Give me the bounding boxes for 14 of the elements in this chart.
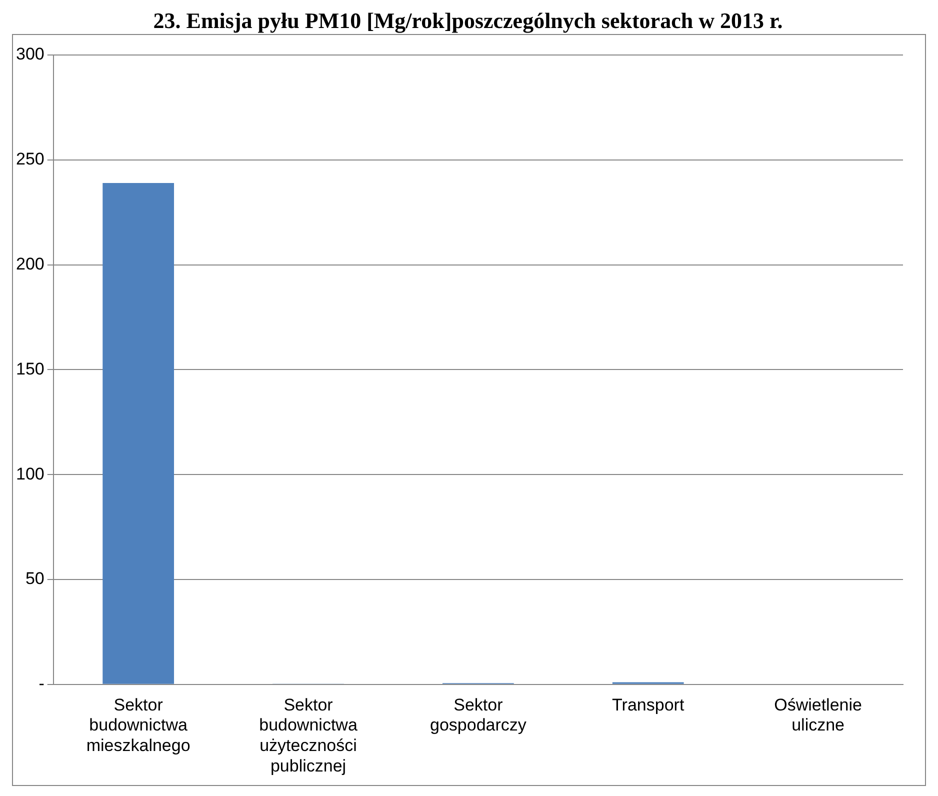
y-tick-label: - (38, 674, 44, 694)
x-tick-label: Transport (612, 695, 684, 714)
x-tick-label: Oświetlenie uliczne (774, 695, 862, 735)
y-tick-label: 50 (25, 569, 44, 588)
x-tick-label: Sektor gospodarczy (430, 695, 527, 735)
x-tick-label: Sektor budownictwa mieszkalnego (86, 695, 190, 756)
x-tick-label: Sektor budownictwa użyteczności publicznej (259, 695, 358, 776)
y-tick-label: 250 (16, 150, 44, 169)
y-tick-label: 200 (16, 254, 44, 274)
bar (102, 182, 174, 684)
y-tick-label: 150 (16, 359, 44, 378)
y-tick-label: 100 (16, 464, 44, 484)
y-tick-label: 300 (16, 44, 44, 64)
chart-title: 23. Emisja pyłu PM10 [Mg/rok]poszczególnych sektorach w 2013 r. (152, 8, 784, 34)
